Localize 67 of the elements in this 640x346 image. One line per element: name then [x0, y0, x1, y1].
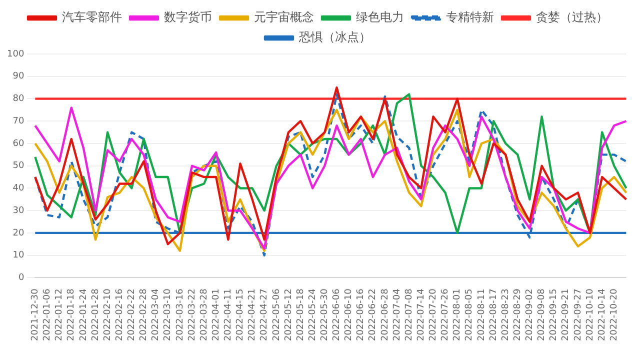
x-tick-label: 2022-02-16	[114, 288, 125, 342]
y-tick-label: 10	[12, 250, 24, 261]
x-tick-label: 2022-05-30	[320, 288, 330, 342]
x-tick-label: 2022-10-20	[609, 288, 620, 342]
x-tick-label: 2022-03-10	[163, 288, 174, 342]
x-tick-label: 2022-08-11	[476, 288, 487, 342]
x-tick-label: 2022-10-14	[597, 288, 608, 342]
x-tick-label: 2022-06-10	[344, 288, 354, 342]
x-tick-label: 2021-12-30	[30, 288, 41, 342]
x-tick-label: 2022-04-21	[248, 288, 258, 342]
y-tick-label: 30	[12, 206, 24, 216]
legend-label: 元宇宙概念	[254, 10, 314, 24]
x-tick-label: 2022-03-28	[199, 288, 210, 342]
x-tick-label: 2022-07-26	[440, 288, 451, 342]
x-tick-label: 2022-09-02	[525, 288, 536, 342]
y-tick-label: 100	[6, 49, 24, 60]
x-tick-label: 2022-03-04	[151, 288, 162, 342]
y-tick-label: 50	[12, 161, 24, 172]
x-tick-label: 2022-06-28	[380, 288, 390, 342]
x-tick-label: 2022-02-22	[127, 288, 138, 342]
x-tick-label: 2022-10-10	[585, 288, 596, 342]
x-tick-label: 2022-03-16	[175, 288, 186, 342]
legend-label: 恐惧（冰点）	[298, 30, 371, 44]
legend-label: 汽车零部件	[62, 10, 122, 24]
y-tick-label: 90	[12, 72, 24, 82]
legend-label: 数字货币	[164, 10, 212, 24]
x-tick-label: 2022-05-12	[284, 288, 294, 342]
x-tick-label: 2022-02-10	[102, 288, 113, 342]
x-tick-label: 2022-01-12	[54, 288, 65, 342]
x-tick-label: 2022-05-06	[272, 288, 282, 342]
x-tick-label: 2022-03-22	[187, 288, 198, 342]
x-tick-label: 2022-07-20	[428, 288, 439, 342]
x-tick-label: 2022-08-23	[500, 288, 511, 342]
x-tick-label: 2022-04-01	[211, 288, 222, 342]
y-tick-label: 60	[12, 138, 24, 149]
x-tick-label: 2022-09-21	[561, 288, 572, 342]
x-tick-label: 2022-09-15	[549, 288, 560, 342]
legend-label: 专精特新	[446, 10, 494, 24]
x-tick-label: 2022-09-08	[537, 288, 548, 342]
x-tick-label: 2022-09-27	[573, 288, 584, 342]
x-tick-label: 2022-08-29	[512, 288, 523, 342]
x-tick-label: 2022-07-04	[392, 288, 402, 342]
x-tick-label: 2022-01-24	[78, 288, 89, 342]
x-tick-label: 2022-01-06	[42, 288, 53, 342]
x-tick-label: 2022-07-14	[416, 288, 426, 342]
y-tick-label: 70	[12, 116, 24, 126]
x-tick-label: 2022-08-17	[488, 288, 499, 342]
legend-label: 绿色电力	[356, 10, 404, 24]
x-tick-label: 2022-01-28	[90, 288, 101, 342]
x-tick-label: 2022-08-01	[452, 288, 463, 342]
x-tick-label: 2022-02-28	[139, 288, 150, 342]
x-tick-label: 2022-06-16	[356, 288, 366, 342]
y-tick-label: 20	[12, 228, 24, 238]
x-tick-label: 2022-06-22	[368, 288, 378, 342]
x-tick-label: 2022-08-05	[464, 288, 475, 342]
y-tick-label: 0	[18, 273, 24, 284]
y-tick-label: 80	[12, 94, 24, 104]
x-tick-label: 2022-06-06	[332, 288, 342, 342]
x-tick-label: 2022-04-27	[260, 288, 270, 342]
x-tick-label: 2022-04-15	[236, 288, 246, 342]
x-tick-label: 2022-01-18	[66, 288, 77, 342]
x-tick-label: 2022-05-24	[308, 288, 318, 342]
x-tick-label: 2022-05-18	[296, 288, 306, 342]
y-tick-label: 40	[12, 184, 24, 194]
x-tick-label: 2022-07-08	[404, 288, 414, 342]
legend-label: 贪婪（过热）	[536, 10, 608, 24]
x-tick-label: 2022-04-11	[224, 288, 234, 342]
